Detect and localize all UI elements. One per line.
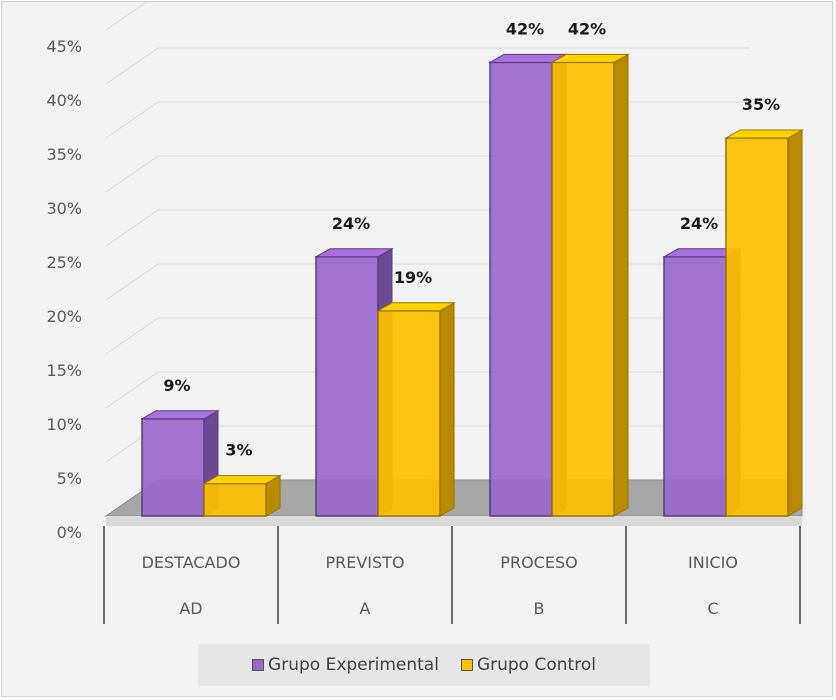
bar (315, 256, 379, 517)
bar (725, 137, 789, 517)
subcategory-label: A (360, 599, 371, 618)
y-tick-label: 15% (46, 361, 82, 380)
gridline (105, 101, 750, 139)
y-tick-label: 45% (46, 37, 82, 56)
bar (141, 418, 205, 517)
chart-floor-front (106, 516, 802, 526)
gridline (105, 47, 750, 85)
data-label: 42% (506, 19, 544, 38)
category-label: PROCESO (500, 553, 577, 572)
data-label: 24% (680, 214, 718, 233)
data-label: 24% (332, 214, 370, 233)
gridline (105, 209, 750, 247)
legend-label-experimental: Grupo Experimental (268, 655, 439, 675)
gridline (105, 155, 750, 193)
bar-top (376, 302, 456, 312)
data-label: 35% (742, 95, 780, 114)
category-label: DESTACADO (142, 553, 241, 572)
legend-swatch-control (460, 659, 473, 671)
subcategory-label: C (707, 599, 718, 618)
category-label: PREVISTO (325, 553, 404, 572)
data-label: 9% (163, 376, 190, 395)
y-tick-label: 40% (46, 91, 82, 110)
bar-side (613, 53, 629, 517)
y-tick-label: 5% (57, 469, 82, 488)
legend-swatch-experimental (252, 659, 265, 671)
bar (663, 256, 727, 517)
legend: Grupo Experimental Grupo Control (198, 644, 650, 686)
legend-item-control: Grupo Control (460, 655, 596, 675)
y-tick-label: 25% (46, 253, 82, 272)
y-tick-label: 10% (46, 415, 82, 434)
bar-side (439, 301, 455, 517)
bar-top (724, 129, 804, 139)
bar-top (314, 248, 394, 258)
bar (551, 61, 615, 517)
y-tick-label: 30% (46, 199, 82, 218)
legend-label-control: Grupo Control (476, 655, 596, 675)
bar-top (202, 475, 282, 485)
category-label: INICIO (688, 553, 738, 572)
y-tick-label: 0% (57, 523, 82, 542)
gridline (105, 2, 148, 31)
subcategory-label: B (534, 599, 545, 618)
bar (489, 61, 553, 517)
legend-item-experimental: Grupo Experimental (252, 655, 439, 675)
bar (203, 482, 267, 517)
data-label: 19% (394, 268, 432, 287)
bar-side (787, 129, 803, 517)
data-label: 3% (225, 441, 252, 460)
bar-top (140, 410, 220, 420)
y-tick-label: 35% (46, 145, 82, 164)
subcategory-label: AD (179, 599, 202, 618)
bar (377, 310, 441, 517)
bar-top (550, 53, 630, 63)
data-label: 42% (568, 19, 606, 38)
y-tick-label: 20% (46, 307, 82, 326)
